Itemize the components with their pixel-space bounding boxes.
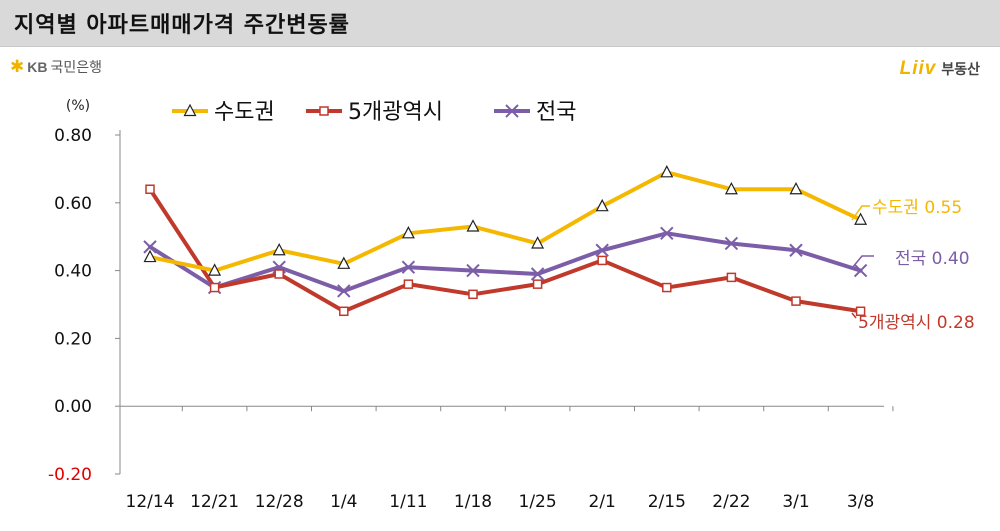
data-point xyxy=(401,226,415,239)
y-unit-label: (%) xyxy=(66,98,90,114)
x-tick-label: 1/18 xyxy=(454,492,492,512)
x-tick-label: 2/15 xyxy=(648,492,686,512)
legend-marker xyxy=(319,106,329,116)
x-tick-label: 3/1 xyxy=(782,492,809,512)
data-point xyxy=(724,181,738,195)
end-label: 수도권 0.55 xyxy=(872,198,962,218)
data-point xyxy=(403,279,414,289)
y-tick-label: 0.60 xyxy=(54,194,92,214)
end-label: 5개광역시 0.28 xyxy=(858,313,975,333)
legend-label: 수도권 xyxy=(214,100,275,125)
data-point xyxy=(145,184,155,194)
data-point xyxy=(597,255,607,266)
data-point xyxy=(791,296,801,306)
x-tick-label: 12/21 xyxy=(190,492,239,512)
y-tick-label: 0.20 xyxy=(54,329,92,349)
x-tick-label: 2/1 xyxy=(589,492,616,512)
legend-marker xyxy=(505,104,519,118)
legend-label: 전국 xyxy=(536,100,576,125)
kb-star-icon: ✱ xyxy=(10,57,25,77)
data-point xyxy=(726,272,737,283)
end-label-callout xyxy=(851,205,870,221)
end-label-callout xyxy=(851,255,874,269)
data-point xyxy=(468,289,478,300)
y-tick-label: 0.00 xyxy=(54,397,92,417)
data-point xyxy=(466,219,480,232)
series-line-0 xyxy=(148,170,863,273)
end-label: 전국 0.40 xyxy=(895,249,970,269)
liiv-logo: Liiv xyxy=(899,58,937,79)
x-tick-label: 2/22 xyxy=(712,492,750,512)
data-point xyxy=(337,284,351,298)
kb-bank-name: 국민은행 xyxy=(50,60,103,76)
x-tick-label: 1/25 xyxy=(519,492,557,512)
data-point xyxy=(274,269,284,279)
data-point xyxy=(662,282,672,293)
title-bar: 지역별 아파트매매가격 주간변동률 xyxy=(0,0,1000,47)
y-tick-label: 0.80 xyxy=(54,126,92,146)
x-tick-label: 3/8 xyxy=(847,492,874,512)
data-point xyxy=(401,260,416,274)
series-line-1 xyxy=(148,187,863,314)
kb-brand-name: KB xyxy=(27,59,48,75)
data-point xyxy=(595,198,609,212)
data-point xyxy=(660,164,674,178)
liiv-service-name: 부동산 xyxy=(941,62,980,78)
data-point xyxy=(660,226,674,241)
series-line-2 xyxy=(148,231,863,293)
data-point xyxy=(530,267,545,281)
data-point xyxy=(855,306,866,317)
data-point xyxy=(724,236,739,251)
page-title: 지역별 아파트매매가격 주간변동률 xyxy=(14,13,350,38)
legend-label: 5개광역시 xyxy=(348,100,443,125)
data-point xyxy=(339,306,349,317)
data-point xyxy=(337,256,351,269)
data-point xyxy=(854,212,868,225)
data-point xyxy=(466,263,480,278)
x-tick-label: 12/14 xyxy=(126,492,175,512)
legend-marker xyxy=(183,103,197,117)
data-point xyxy=(143,249,157,263)
data-point xyxy=(272,242,286,256)
x-tick-label: 1/4 xyxy=(330,492,357,512)
y-tick-label: 0.40 xyxy=(54,262,92,282)
data-point xyxy=(853,263,868,278)
data-point xyxy=(532,279,543,289)
data-point xyxy=(789,243,803,257)
end-label-callout xyxy=(851,312,857,319)
kb-brand: ✱ KB 국민은행 xyxy=(10,56,102,78)
data-point xyxy=(209,282,220,293)
y-tick-label: -0.20 xyxy=(48,465,92,485)
data-point xyxy=(208,263,222,276)
data-point xyxy=(531,236,545,249)
data-point xyxy=(789,181,803,195)
data-point xyxy=(595,243,609,257)
liiv-brand: Liiv 부동산 xyxy=(900,58,980,80)
data-point xyxy=(143,240,157,254)
x-tick-label: 1/11 xyxy=(389,492,427,512)
x-tick-label: 12/28 xyxy=(255,492,304,512)
